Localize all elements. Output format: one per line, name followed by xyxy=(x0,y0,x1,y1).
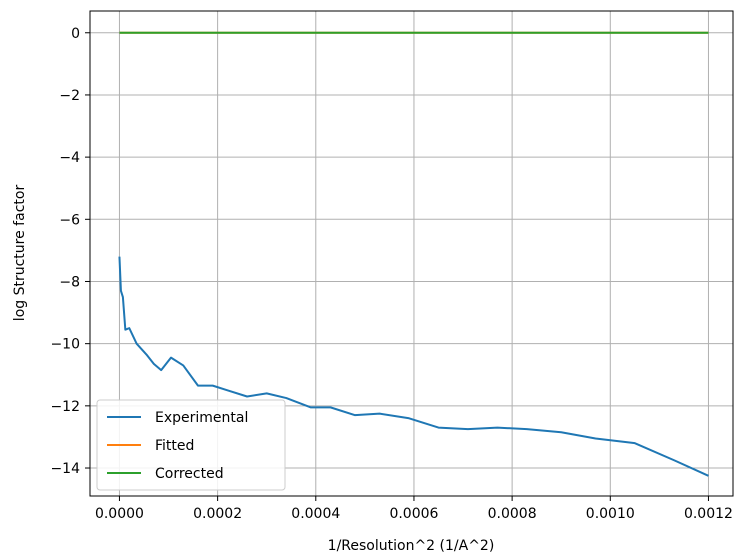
y-tick-label: −6 xyxy=(59,212,80,228)
y-axis-label: log Structure factor xyxy=(12,185,28,322)
legend: Experimental Fitted Corrected xyxy=(96,399,286,491)
x-tick-label: 0.0000 xyxy=(95,506,144,522)
y-axis-ticks: 0 −2 −4 −6 −8 −10 −12 −14 xyxy=(50,26,90,477)
series-line-experimental xyxy=(118,256,709,477)
y-tick-label: −4 xyxy=(59,150,80,166)
series-layer xyxy=(118,31,709,477)
y-tick-label: −2 xyxy=(59,88,80,104)
x-axis-ticks: 0.0000 0.0002 0.0004 0.0006 0.0008 0.0010 0.00… xyxy=(95,496,733,522)
y-tick-label: −10 xyxy=(50,337,80,353)
x-tick-label: 0.0010 xyxy=(586,506,635,522)
x-tick-label: 0.0012 xyxy=(684,506,733,522)
y-tick-label: −14 xyxy=(50,461,80,477)
legend-label: Fitted xyxy=(155,438,194,454)
x-tick-label: 0.0006 xyxy=(389,506,438,522)
plot-frame xyxy=(89,10,734,497)
x-tick-label: 0.0004 xyxy=(291,506,340,522)
x-tick-label: 0.0002 xyxy=(193,506,242,522)
legend-label: Experimental xyxy=(155,410,248,426)
legend-box xyxy=(96,399,286,491)
x-axis-label: 1/Resolution^2 (1/A^2) xyxy=(328,538,495,554)
y-tick-label: −8 xyxy=(59,274,80,290)
y-tick-label: −12 xyxy=(50,399,80,415)
y-tick-label: 0 xyxy=(71,26,80,42)
x-tick-label: 0.0008 xyxy=(488,506,537,522)
legend-label: Corrected xyxy=(155,466,224,482)
